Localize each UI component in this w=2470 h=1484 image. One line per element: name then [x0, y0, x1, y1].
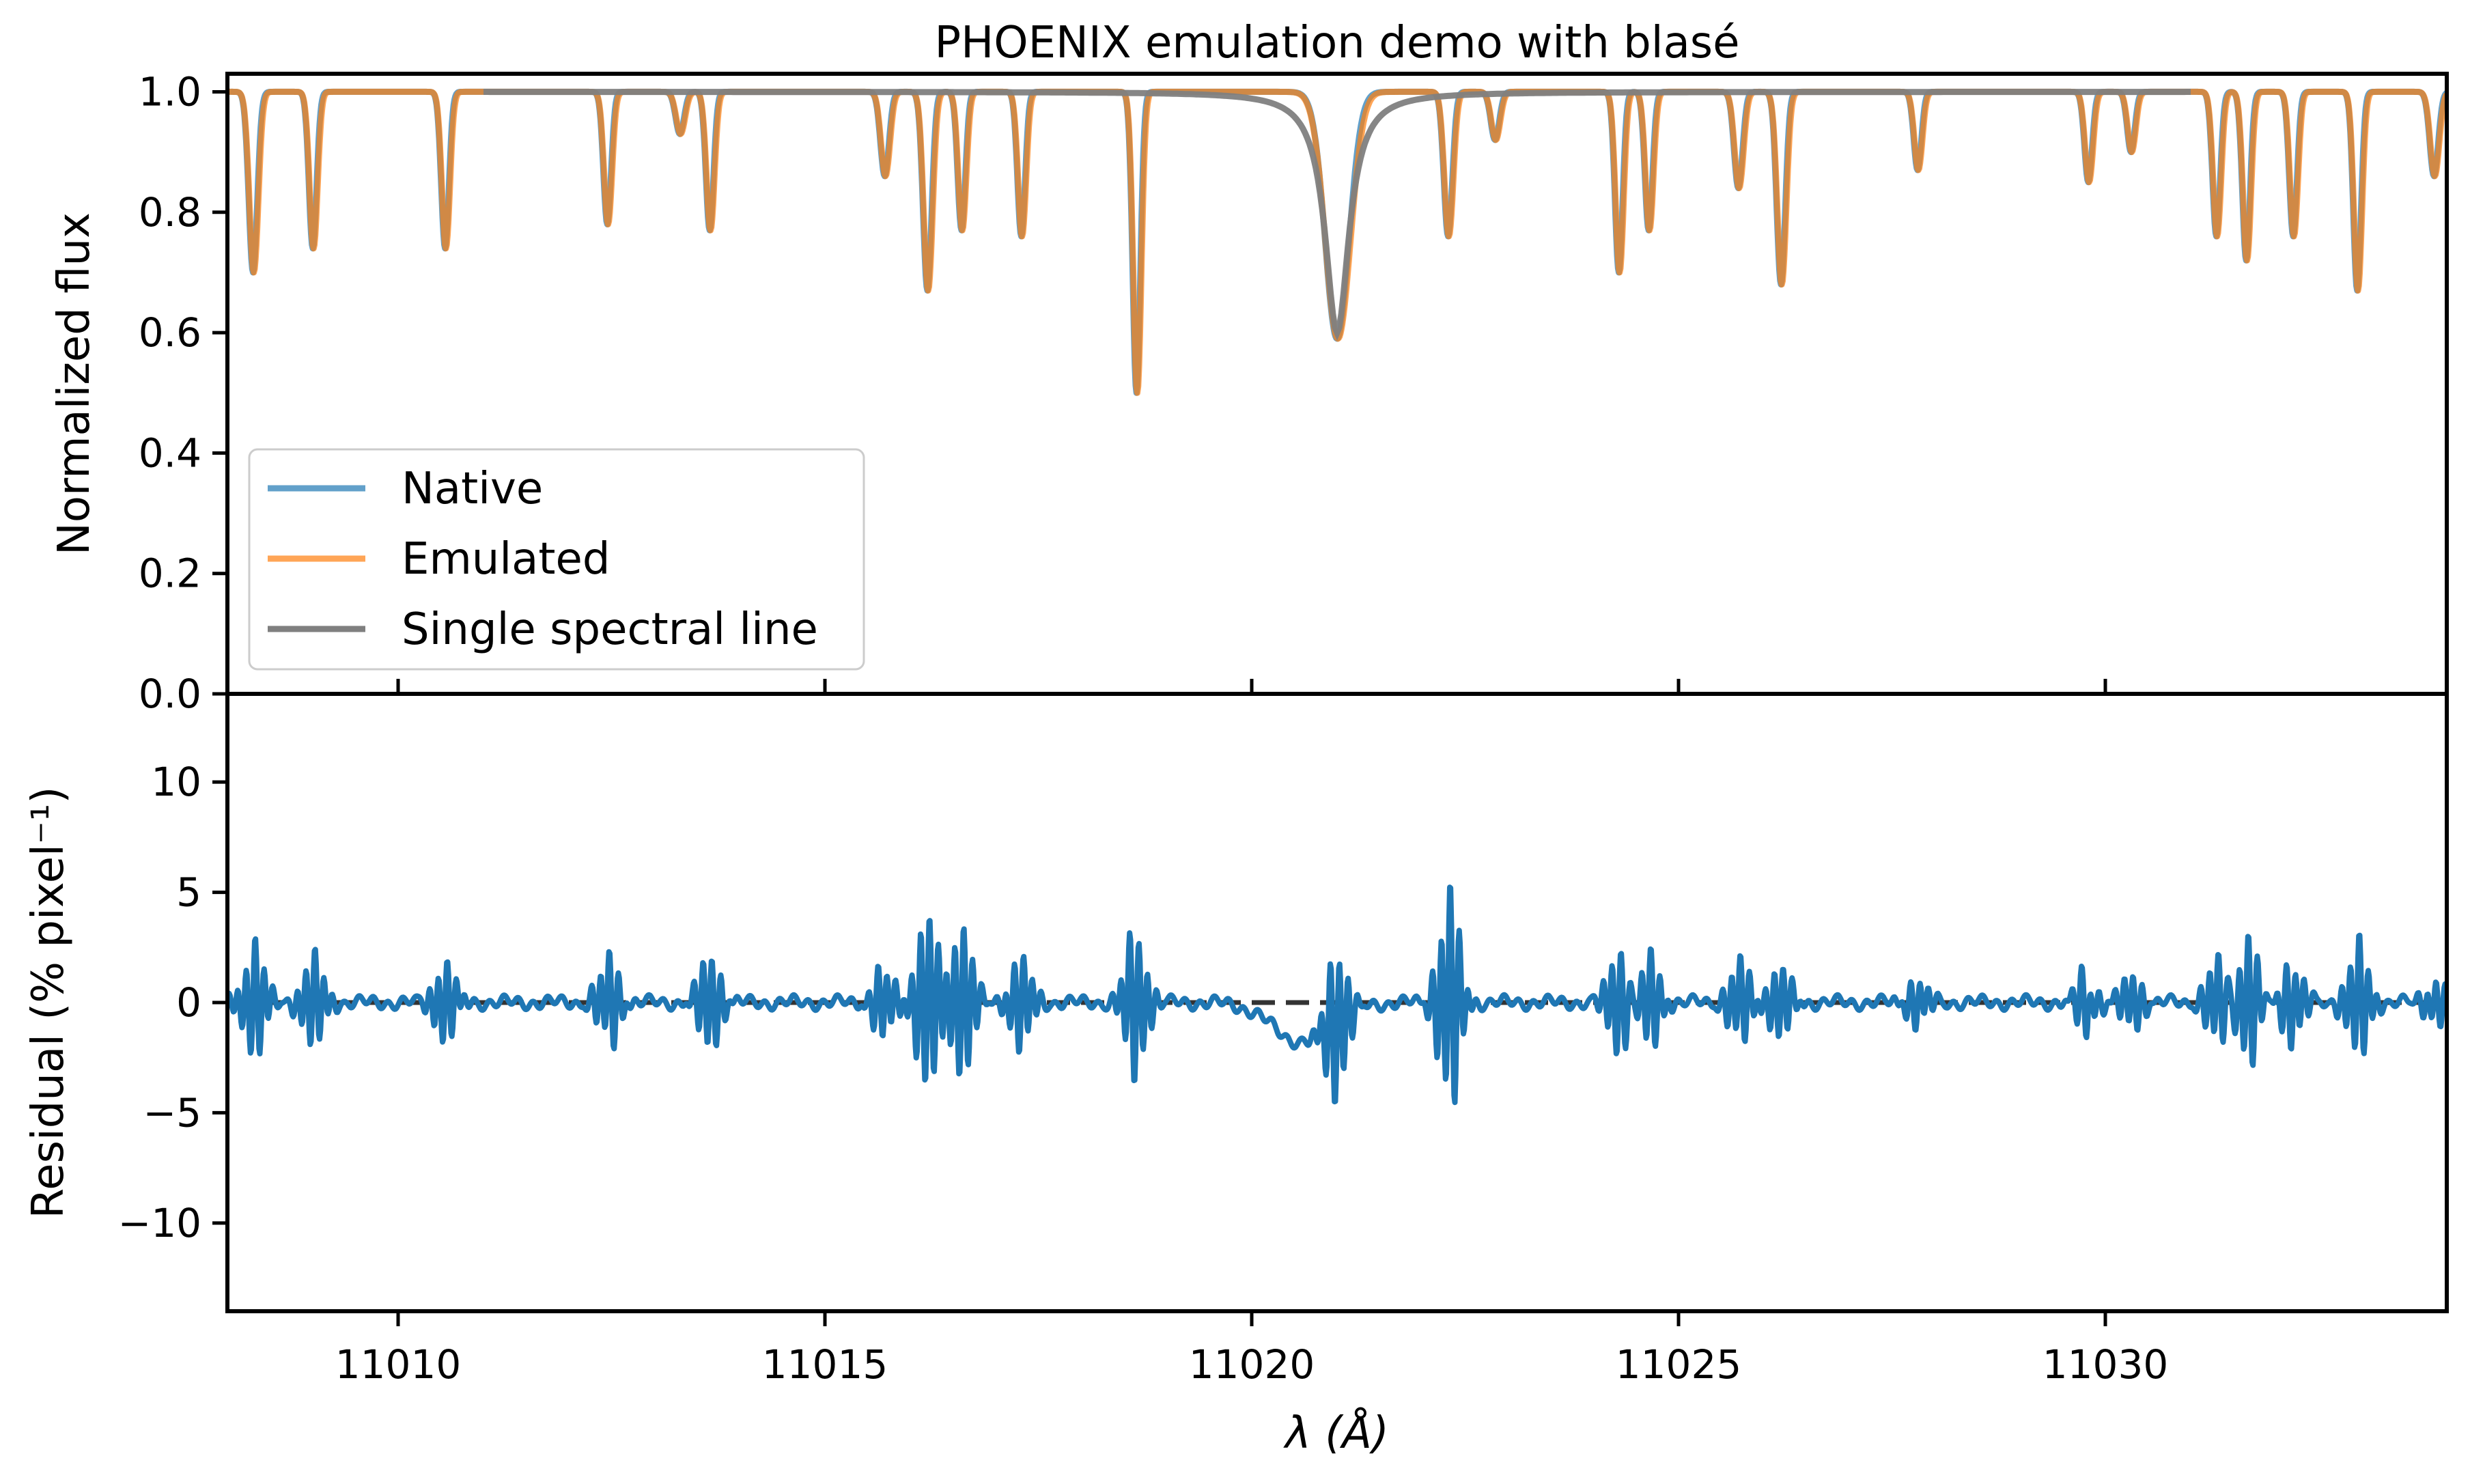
- y-axis-label-flux: Normalized flux: [49, 212, 100, 555]
- y-axis-label-residual: Residual (% pixel⁻¹): [23, 787, 74, 1219]
- xtick-label: 11010: [335, 1341, 462, 1388]
- x-axis-label: λ (Å): [1283, 1407, 1389, 1459]
- ytick-label: 0.8: [139, 189, 201, 236]
- legend-label: Emulated: [402, 534, 610, 585]
- legend-label: Single spectral line: [402, 604, 818, 655]
- xtick-label: 11025: [1616, 1341, 1742, 1388]
- series-residual: [227, 884, 2447, 1106]
- ytick-label: 10: [151, 759, 201, 805]
- series-single-line: [483, 89, 2191, 341]
- ytick-label: 0.0: [139, 671, 201, 717]
- xtick-label: 11015: [762, 1341, 888, 1388]
- residual-panel: −10 −5 0 5 10 11010 11015 11020 11025 11030 Resi…: [23, 679, 2447, 1459]
- legend: Native Emulated Single spectral line: [248, 448, 865, 671]
- xtick-label: 11030: [2043, 1341, 2169, 1388]
- xtick-label: 11020: [1189, 1341, 1315, 1388]
- ytick-label: 0.2: [139, 550, 201, 597]
- ytick-label: 0: [176, 979, 201, 1026]
- flux-panel: 0.0 0.2 0.4 0.6 0.8 1.0 Normalized flux: [49, 68, 2447, 717]
- ytick-label: −10: [118, 1200, 201, 1246]
- ytick-label: 0.4: [139, 430, 201, 476]
- ytick-label: 1.0: [139, 68, 201, 115]
- chart-title: PHOENIX emulation demo with blasé: [935, 18, 1740, 68]
- ytick-label: 0.6: [139, 309, 201, 356]
- legend-label: Native: [402, 464, 543, 514]
- ytick-label: −5: [143, 1089, 202, 1136]
- ytick-label: 5: [176, 869, 201, 916]
- bottom-panel-frame: [225, 692, 2449, 1313]
